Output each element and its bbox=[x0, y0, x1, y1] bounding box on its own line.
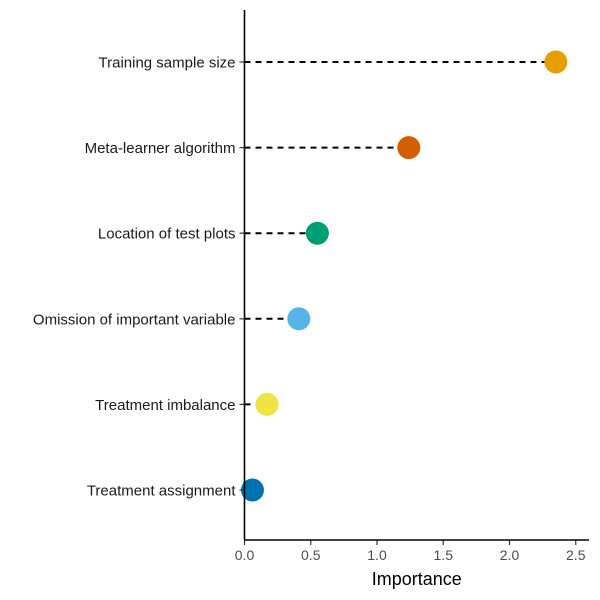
x-axis-title: Importance bbox=[372, 569, 462, 589]
y-axis-ticks bbox=[239, 61, 245, 491]
category-labels: Training sample size Meta-learner algorit… bbox=[33, 55, 236, 500]
x-tick-label-1: 0.5 bbox=[301, 547, 321, 563]
x-axis-ticks: 0.0 0.5 1.0 1.5 2.0 2.5 bbox=[235, 540, 586, 563]
point-meta-learner-algorithm bbox=[397, 136, 421, 160]
category-label-meta-learner-algorithm: Meta-learner algorithm bbox=[85, 140, 236, 157]
point-treatment-imbalance bbox=[255, 392, 279, 416]
point-location-of-test-plots bbox=[305, 221, 329, 245]
points-layer bbox=[240, 50, 568, 502]
point-training-sample-size bbox=[544, 50, 568, 74]
x-tick-label-4: 2.0 bbox=[500, 547, 520, 563]
category-label-treatment-imbalance: Treatment imbalance bbox=[95, 397, 235, 414]
x-tick-label-0: 0.0 bbox=[235, 547, 255, 563]
x-tick-label-5: 2.5 bbox=[566, 547, 586, 563]
category-label-location-of-test-plots: Location of test plots bbox=[98, 226, 236, 243]
category-label-omission-of-important-variable: Omission of important variable bbox=[33, 311, 236, 328]
point-omission-of-important-variable bbox=[287, 307, 311, 331]
point-treatment-assignment bbox=[240, 478, 264, 502]
category-label-treatment-assignment: Treatment assignment bbox=[87, 483, 237, 500]
x-tick-label-2: 1.0 bbox=[367, 547, 387, 563]
stems-layer bbox=[244, 61, 556, 491]
x-tick-label-3: 1.5 bbox=[434, 547, 454, 563]
category-label-training-sample-size: Training sample size bbox=[99, 55, 236, 72]
